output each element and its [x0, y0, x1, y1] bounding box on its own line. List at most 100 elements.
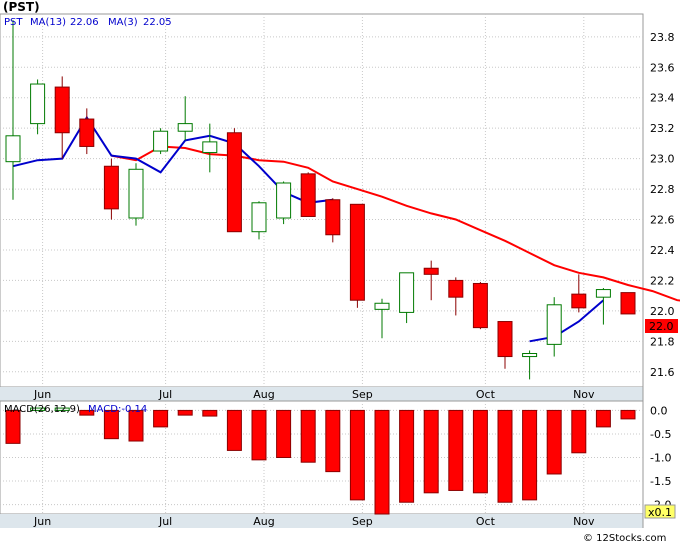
macd-bar — [177, 409, 193, 416]
x-tick-label: Jul — [158, 515, 172, 528]
candle-body — [202, 141, 218, 154]
macd-tick-label: -0.5 — [650, 428, 671, 441]
x-tick-label: Nov — [573, 388, 595, 401]
macd-bar — [103, 409, 119, 440]
macd-bar — [128, 409, 144, 442]
macd-bar — [251, 409, 267, 461]
macd-bar — [79, 409, 95, 416]
macd-scale-tag — [644, 504, 676, 519]
candle-body — [423, 267, 439, 275]
macd-bar — [620, 409, 636, 420]
price-tick-label: 21.6 — [650, 366, 675, 379]
price-tick-label: 22.4 — [650, 244, 675, 257]
macd-legend-label: MACD(26,12,9) — [4, 404, 80, 415]
credit-text: © 12Stocks.com — [583, 533, 666, 544]
price-tick-label: 23.2 — [650, 122, 675, 135]
legend-ma3-label: MA(3) — [108, 17, 138, 28]
candle-body — [620, 292, 636, 315]
macd-tick-label: -1.5 — [650, 475, 671, 488]
macd-bar — [571, 409, 587, 454]
x-tick-label: Aug — [253, 515, 274, 528]
x-tick-label: Aug — [253, 388, 274, 401]
macd-tick-label: 0.0 — [650, 404, 668, 417]
macd-bars — [5, 407, 636, 515]
candle-body — [153, 130, 169, 152]
price-tick-label: 23.8 — [650, 31, 675, 44]
axis-labels: 23.8 23.6 23.4 23.2 23.0 22.8 22.6 22.4 22.2 22.0… — [33, 31, 674, 528]
macd-bar — [30, 407, 46, 411]
macd-tick-label: -1.0 — [650, 452, 671, 465]
legend-ma13-value: 22.06 — [70, 17, 99, 28]
legend-ma3-value: 22.05 — [143, 17, 172, 28]
macd-bar — [497, 409, 513, 503]
legend-ticker: PST — [4, 17, 23, 28]
x-tick-label: Jun — [33, 515, 51, 528]
candle-body — [251, 202, 267, 233]
macd-bar — [423, 409, 439, 494]
macd-bar — [202, 409, 218, 417]
candle-body — [300, 173, 316, 217]
price-tick-label: 22.2 — [650, 274, 675, 287]
candle-body — [276, 182, 292, 219]
candle-body — [399, 272, 415, 313]
candle-body — [54, 86, 70, 134]
macd-bar — [300, 409, 316, 463]
price-tick-label: 22.0 — [650, 305, 675, 318]
macd-bar — [325, 409, 341, 473]
price-date-bar — [0, 387, 643, 401]
x-tick-label: Jul — [158, 388, 172, 401]
x-tick-label: Oct — [476, 515, 496, 528]
macd-bar — [522, 409, 538, 501]
candle-body — [472, 282, 488, 329]
candle-body — [374, 302, 390, 310]
macd-bar — [276, 409, 292, 458]
macd-bar — [399, 409, 415, 503]
x-tick-label: Sep — [352, 388, 373, 401]
candle-body — [448, 279, 464, 298]
candle-body — [103, 165, 119, 210]
macd-legend-value: MACD:-0.14 — [88, 404, 147, 415]
candle-body — [522, 353, 538, 358]
macd-bar — [226, 409, 242, 451]
candle-body — [177, 123, 193, 132]
price-tick-label: 23.0 — [650, 153, 675, 166]
page-title: (PST) — [3, 0, 40, 14]
macd-bar — [153, 409, 169, 428]
macd-bar — [546, 409, 562, 475]
last-price-tag — [645, 319, 678, 333]
ma3-line — [529, 299, 605, 343]
candle-body — [79, 118, 95, 147]
price-tick-label: 22.8 — [650, 183, 675, 196]
macd-bar — [448, 409, 464, 491]
x-tick-label: Sep — [352, 515, 373, 528]
macd-bar — [374, 409, 390, 515]
x-tick-label: Oct — [476, 388, 496, 401]
x-tick-label: Nov — [573, 515, 595, 528]
macd-bar — [472, 409, 488, 494]
macd-date-bar — [0, 514, 643, 528]
last-price-label: 22.0 — [649, 320, 674, 333]
price-tick-label: 23.4 — [650, 92, 675, 105]
legend-ma13-label: MA(13) — [30, 17, 66, 28]
macd-bar — [349, 409, 365, 501]
candlesticks — [5, 20, 636, 380]
candle-body — [497, 321, 513, 358]
macd-bar — [54, 407, 70, 411]
price-tick-label: 23.6 — [650, 61, 675, 74]
x-tick-label: Jun — [33, 388, 51, 401]
candle-body — [349, 203, 365, 301]
candle-body — [128, 168, 144, 219]
candle-body — [5, 135, 21, 163]
macd-scale-label: x0.1 — [648, 506, 672, 519]
candle-body — [30, 83, 46, 125]
candle-body — [571, 293, 587, 309]
candle-body — [325, 199, 341, 236]
candle-body — [546, 304, 562, 345]
macd-bar — [5, 409, 21, 444]
price-tick-label: 22.6 — [650, 214, 675, 227]
candle-body — [226, 132, 242, 233]
price-tick-label: 21.8 — [650, 335, 675, 348]
candle-body — [595, 289, 611, 298]
macd-bar — [595, 409, 611, 428]
